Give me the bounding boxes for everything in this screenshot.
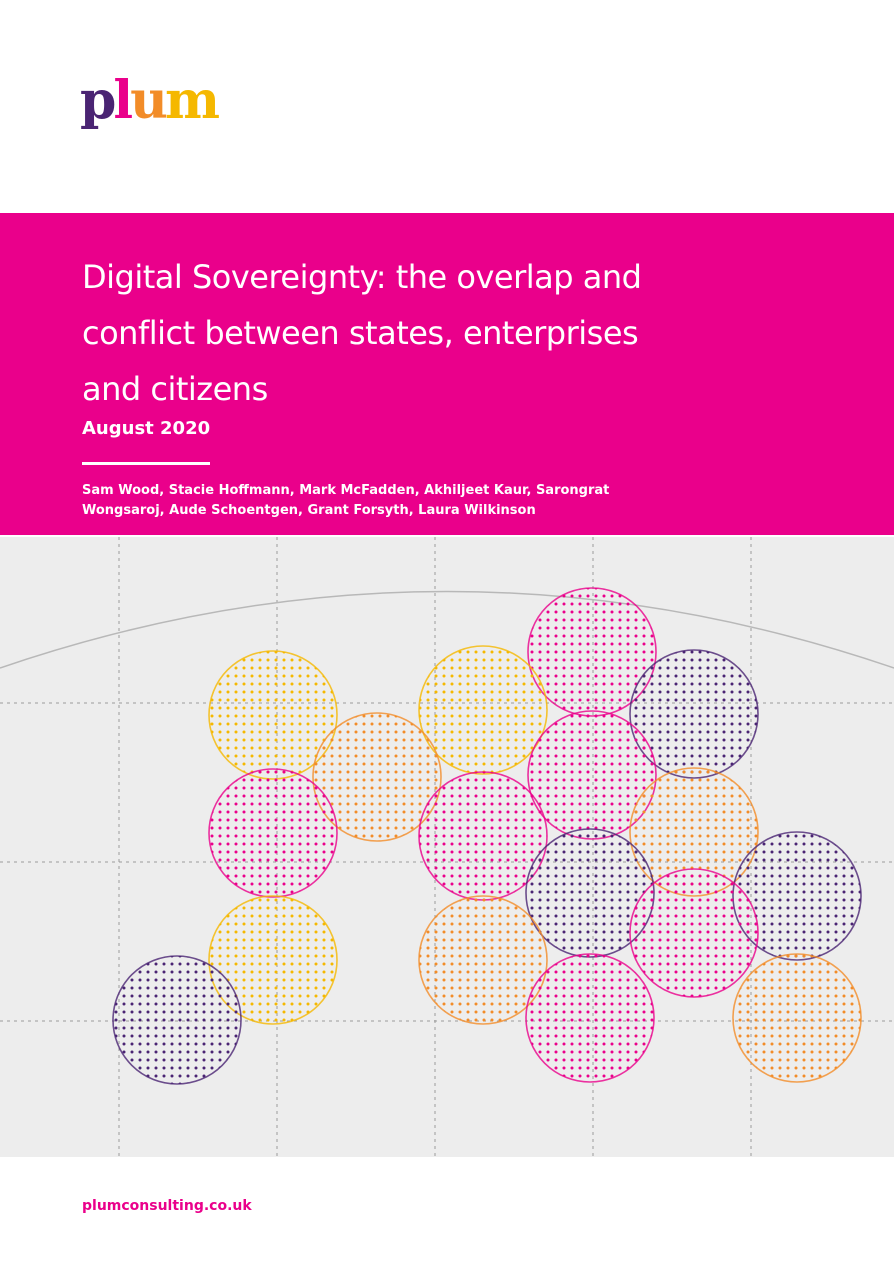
authors-line-2: Wongsaroj, Aude Schoentgen, Grant Forsyt… <box>82 503 536 518</box>
dotted-circle <box>629 868 759 998</box>
author-list: Sam Wood, Stacie Hoffmann, Mark McFadden… <box>82 481 642 521</box>
cover-illustration <box>0 537 894 1157</box>
dotted-circle <box>312 712 442 842</box>
title-line-2: conflict between states, enterprises <box>82 314 639 352</box>
logo-letter-m: m <box>164 70 220 131</box>
plum-logo: plum <box>80 66 220 136</box>
dotted-circle <box>112 955 242 1085</box>
horizon-arc <box>0 590 894 669</box>
dotted-circles-graphic <box>0 537 894 1157</box>
dotted-circle <box>525 953 655 1083</box>
dotted-circle <box>418 645 548 775</box>
publication-date: August 2020 <box>82 418 211 439</box>
title-line-1: Digital Sovereignty: the overlap and <box>82 258 642 296</box>
divider-rule <box>82 462 210 465</box>
authors-line-1: Sam Wood, Stacie Hoffmann, Mark McFadden… <box>82 483 610 498</box>
dotted-circle <box>208 895 338 1025</box>
dotted-circle <box>732 953 862 1083</box>
logo-letter-p: p <box>80 70 116 131</box>
title-banner: Digital Sovereignty: the overlap and con… <box>0 213 894 535</box>
logo-letter-l: l <box>113 70 133 131</box>
logo-letter-u: u <box>130 70 168 131</box>
dotted-circle <box>418 895 548 1025</box>
title-line-3: and citizens <box>82 370 268 408</box>
website-link[interactable]: plumconsulting.co.uk <box>82 1198 252 1214</box>
report-title: Digital Sovereignty: the overlap and con… <box>82 249 782 417</box>
dotted-circle <box>208 768 338 898</box>
